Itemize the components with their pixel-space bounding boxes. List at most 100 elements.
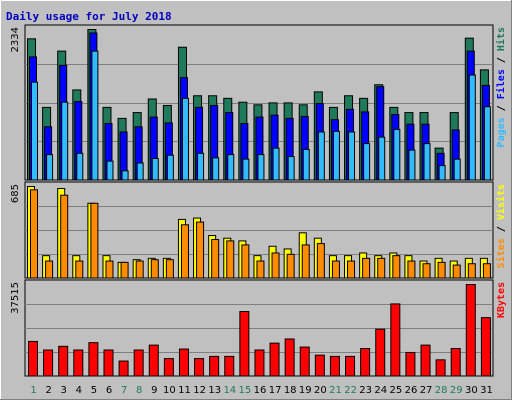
x-tick-day-27: 27 xyxy=(420,385,433,396)
chart-title: Daily usage for July 2018 xyxy=(6,10,172,23)
bar-kbytes-day-29 xyxy=(450,348,461,377)
bar-pages-day-5 xyxy=(91,50,99,181)
bar-pages-day-1 xyxy=(31,81,38,181)
bar-pages-day-26 xyxy=(408,149,416,181)
x-tick-day-1: 1 xyxy=(30,385,36,396)
bar-kbytes-day-8 xyxy=(133,349,144,377)
x-tick-day-26: 26 xyxy=(405,385,418,396)
bar-pages-day-20 xyxy=(317,131,325,181)
bar-kbytes-day-7 xyxy=(118,360,129,377)
bar-sites-day-21 xyxy=(331,260,340,279)
bar-kbytes-day-23 xyxy=(360,348,371,377)
bar-kbytes-day-14 xyxy=(224,355,235,377)
side-legend-hits: Hits xyxy=(495,27,507,57)
bar-pages-day-23 xyxy=(363,143,371,181)
chart-panel-1: 2334 Pages / Files / Hits xyxy=(10,24,507,181)
bar-pages-day-27 xyxy=(423,143,431,181)
bar-pages-day-16 xyxy=(257,154,265,181)
bar-sites-day-2 xyxy=(45,260,54,279)
bar-sites-day-28 xyxy=(437,261,446,279)
side-legend-pages: Pages xyxy=(496,117,507,147)
bar-kbytes-day-31 xyxy=(480,317,491,377)
x-tick-day-28: 28 xyxy=(435,385,448,396)
bar-pages-day-14 xyxy=(227,154,235,181)
bar-pages-day-19 xyxy=(302,148,310,181)
bar-pages-day-11 xyxy=(181,97,189,181)
bar-kbytes-day-19 xyxy=(299,346,310,377)
x-tick-day-19: 19 xyxy=(299,385,312,396)
bar-pages-day-3 xyxy=(61,101,69,181)
x-tick-day-9: 9 xyxy=(151,385,157,396)
x-tick-day-17: 17 xyxy=(269,385,282,396)
bar-kbytes-day-5 xyxy=(88,342,99,377)
side-legend-visits: Visits xyxy=(495,184,507,226)
bar-sites-day-20 xyxy=(316,243,325,279)
bar-sites-day-27 xyxy=(422,263,431,279)
bar-kbytes-day-24 xyxy=(375,328,386,377)
bar-pages-day-15 xyxy=(242,158,250,181)
x-tick-day-31: 31 xyxy=(480,385,493,396)
bar-pages-day-25 xyxy=(393,128,401,181)
side-legend-sites: Sites xyxy=(495,238,507,268)
bar-sites-day-10 xyxy=(165,259,174,279)
x-tick-day-25: 25 xyxy=(390,385,403,396)
bar-sites-day-22 xyxy=(347,260,356,279)
bar-sites-day-15 xyxy=(241,244,250,279)
bar-kbytes-day-11 xyxy=(178,348,189,377)
bar-kbytes-day-13 xyxy=(209,355,220,377)
side-legend: Sites / Visits xyxy=(495,184,507,268)
bar-pages-day-31 xyxy=(483,106,491,181)
bar-pages-day-6 xyxy=(106,160,114,181)
bar-sites-day-8 xyxy=(135,260,144,279)
x-tick-day-29: 29 xyxy=(450,385,463,396)
bar-sites-day-14 xyxy=(226,240,235,279)
x-tick-day-22: 22 xyxy=(344,385,357,396)
side-legend-separator: / xyxy=(496,105,507,117)
y-max-label: 2334 xyxy=(10,27,21,52)
x-tick-day-10: 10 xyxy=(163,385,176,396)
bar-kbytes-day-26 xyxy=(405,351,416,377)
x-tick-day-14: 14 xyxy=(223,385,236,396)
bar-sites-day-13 xyxy=(211,239,220,279)
chart-panel-3: 37515 KBytes xyxy=(10,279,507,377)
x-tick-day-7: 7 xyxy=(121,385,127,396)
bar-kbytes-day-15 xyxy=(239,311,250,377)
bar-sites-day-7 xyxy=(120,261,129,279)
side-legend-separator: / xyxy=(496,57,507,69)
side-legend-separator: / xyxy=(496,226,507,238)
bar-kbytes-day-12 xyxy=(194,358,205,377)
x-axis-tick-labels: 1 2 3 4 5 6 7 8 9 10 11 12 13 14 15 16 17 18 19 20 21 22 23 24 2… xyxy=(30,385,492,396)
x-tick-day-11: 11 xyxy=(178,385,191,396)
bar-kbytes-day-4 xyxy=(73,349,84,377)
x-tick-day-24: 24 xyxy=(374,385,387,396)
bar-sites-day-11 xyxy=(180,224,189,279)
bar-pages-day-28 xyxy=(438,165,446,181)
bar-kbytes-day-10 xyxy=(163,358,174,377)
bar-pages-day-2 xyxy=(46,154,54,181)
bar-sites-day-30 xyxy=(467,263,476,279)
bar-pages-day-30 xyxy=(468,74,476,181)
bar-kbytes-day-25 xyxy=(390,303,401,377)
bar-pages-day-7 xyxy=(121,170,129,181)
side-legend-kbytes: KBytes xyxy=(496,282,507,318)
bar-kbytes-day-21 xyxy=(329,355,340,377)
bar-sites-day-16 xyxy=(256,260,265,279)
bar-kbytes-day-16 xyxy=(254,349,265,377)
x-tick-day-5: 5 xyxy=(91,385,97,396)
bar-pages-day-24 xyxy=(378,136,386,181)
bar-sites-day-25 xyxy=(392,255,401,279)
bar-kbytes-day-20 xyxy=(314,354,325,377)
bar-sites-day-18 xyxy=(286,253,295,279)
y-max-label: 37515 xyxy=(10,282,21,314)
x-tick-day-21: 21 xyxy=(329,385,342,396)
bar-pages-day-4 xyxy=(76,152,84,181)
x-tick-day-4: 4 xyxy=(76,385,82,396)
chart-panel-2: 685 Sites / Visits xyxy=(10,181,507,279)
bar-pages-day-9 xyxy=(151,158,159,181)
bar-kbytes-day-3 xyxy=(58,345,69,377)
bar-pages-day-13 xyxy=(212,157,220,181)
x-tick-day-3: 3 xyxy=(61,385,67,396)
bar-sites-day-9 xyxy=(150,259,159,279)
bar-sites-day-4 xyxy=(75,260,84,279)
bar-pages-day-29 xyxy=(453,158,461,181)
